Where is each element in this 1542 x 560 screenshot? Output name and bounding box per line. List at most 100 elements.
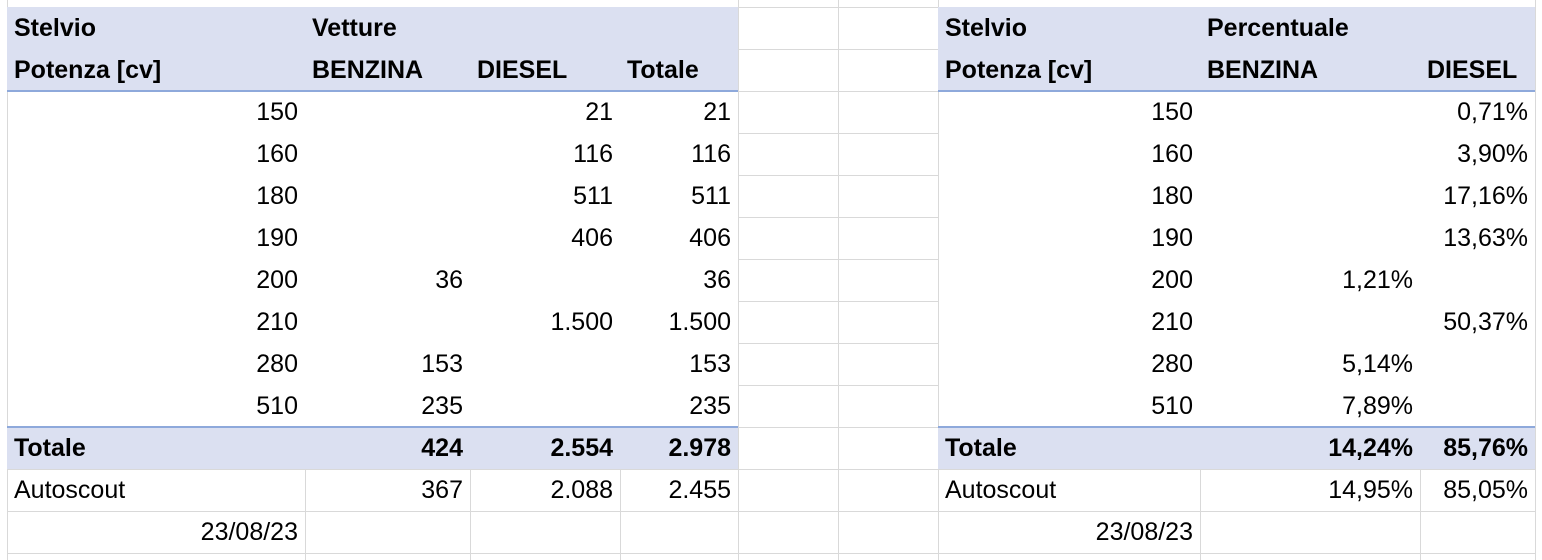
cell: 235 (689, 392, 731, 420)
grid-line (938, 469, 1535, 470)
cell: 1,21% (1342, 266, 1413, 294)
total-band (7, 427, 738, 469)
cell: 1.500 (550, 308, 613, 336)
cell: Totale (627, 56, 699, 84)
grid-line (7, 0, 8, 560)
cell: 21 (585, 98, 613, 126)
cell: 14,24% (1328, 434, 1413, 462)
cell: 367 (421, 476, 463, 504)
cell: BENZINA (1207, 56, 1319, 84)
cell: Potenza [cv] (14, 56, 162, 84)
cell: 36 (435, 266, 463, 294)
grid-line (7, 469, 738, 470)
cell: 160 (1151, 140, 1193, 168)
cell: Potenza [cv] (945, 56, 1093, 84)
grid-line (738, 49, 938, 50)
cell: Totale (945, 434, 1017, 462)
cell: 150 (256, 98, 298, 126)
grid-line (1535, 469, 1536, 560)
cell: 406 (689, 224, 731, 252)
header-border (938, 90, 1535, 92)
cell: 1.500 (668, 308, 731, 336)
cell: 510 (1151, 392, 1193, 420)
grid-line (620, 469, 621, 560)
cell: 153 (689, 350, 731, 378)
cell: 511 (573, 182, 613, 210)
cell: Totale (14, 434, 86, 462)
cell: 7,89% (1342, 392, 1413, 420)
cell: 180 (256, 182, 298, 210)
cell: 280 (256, 350, 298, 378)
grid-line (738, 175, 938, 176)
cell: Stelvio (945, 14, 1027, 42)
header-band (7, 7, 738, 91)
grid-line (7, 469, 8, 560)
grid-line (938, 553, 1535, 554)
cell: 424 (421, 434, 463, 462)
cell: 2.088 (550, 476, 613, 504)
cell: 116 (691, 140, 731, 168)
cell: 235 (421, 392, 463, 420)
cell: 21 (703, 98, 731, 126)
cell: Percentuale (1207, 14, 1349, 42)
grid-line (938, 511, 1535, 512)
cell: 2.455 (668, 476, 731, 504)
cell: 23/08/23 (200, 518, 298, 546)
cell: Vetture (312, 14, 397, 42)
grid-line (738, 217, 938, 218)
cell: Autoscout (14, 476, 126, 504)
grid-line (738, 7, 938, 8)
header-border (7, 90, 738, 92)
header-band (938, 7, 1535, 91)
grid-line (1420, 469, 1421, 560)
cell: 180 (1151, 182, 1193, 210)
cell: Stelvio (14, 14, 96, 42)
cell: 116 (573, 140, 613, 168)
grid-line (7, 553, 738, 554)
total-band (938, 427, 1535, 469)
grid-line (738, 259, 938, 260)
cell: 14,95% (1328, 476, 1413, 504)
grid-line (738, 511, 938, 512)
cell: 511 (691, 182, 731, 210)
cell: 85,05% (1443, 476, 1528, 504)
grid-line (738, 91, 938, 92)
grid-line (738, 301, 938, 302)
cell: 200 (256, 266, 298, 294)
grid-line (738, 553, 938, 554)
cell: 5,14% (1342, 350, 1413, 378)
grid-line (938, 469, 939, 560)
grid-line (738, 0, 739, 560)
grid-line (938, 0, 939, 560)
grid-line (738, 133, 938, 134)
cell: 510 (256, 392, 298, 420)
grid-line (738, 427, 938, 428)
total-border (7, 426, 738, 428)
cell: 200 (1151, 266, 1193, 294)
cell: 190 (1151, 224, 1193, 252)
grid-line (738, 469, 739, 560)
cell: 280 (1151, 350, 1193, 378)
cell: 210 (256, 308, 298, 336)
cell: Autoscout (945, 476, 1057, 504)
cell: 85,76% (1443, 434, 1528, 462)
grid-line (738, 469, 938, 470)
grid-line (738, 385, 938, 386)
total-border (938, 426, 1535, 428)
cell: 50,37% (1443, 308, 1528, 336)
grid-line (305, 469, 306, 560)
cell: BENZINA (312, 56, 424, 84)
cell: 23/08/23 (1095, 518, 1193, 546)
cell: 153 (421, 350, 463, 378)
grid-line (1200, 469, 1201, 560)
cell: 190 (256, 224, 298, 252)
grid-line (1535, 0, 1536, 560)
cell: 3,90% (1457, 140, 1528, 168)
grid-line (738, 343, 938, 344)
cell: DIESEL (477, 56, 568, 84)
cell: 36 (703, 266, 731, 294)
cell: 0,71% (1457, 98, 1528, 126)
grid-line (7, 511, 738, 512)
cell: 210 (1151, 308, 1193, 336)
